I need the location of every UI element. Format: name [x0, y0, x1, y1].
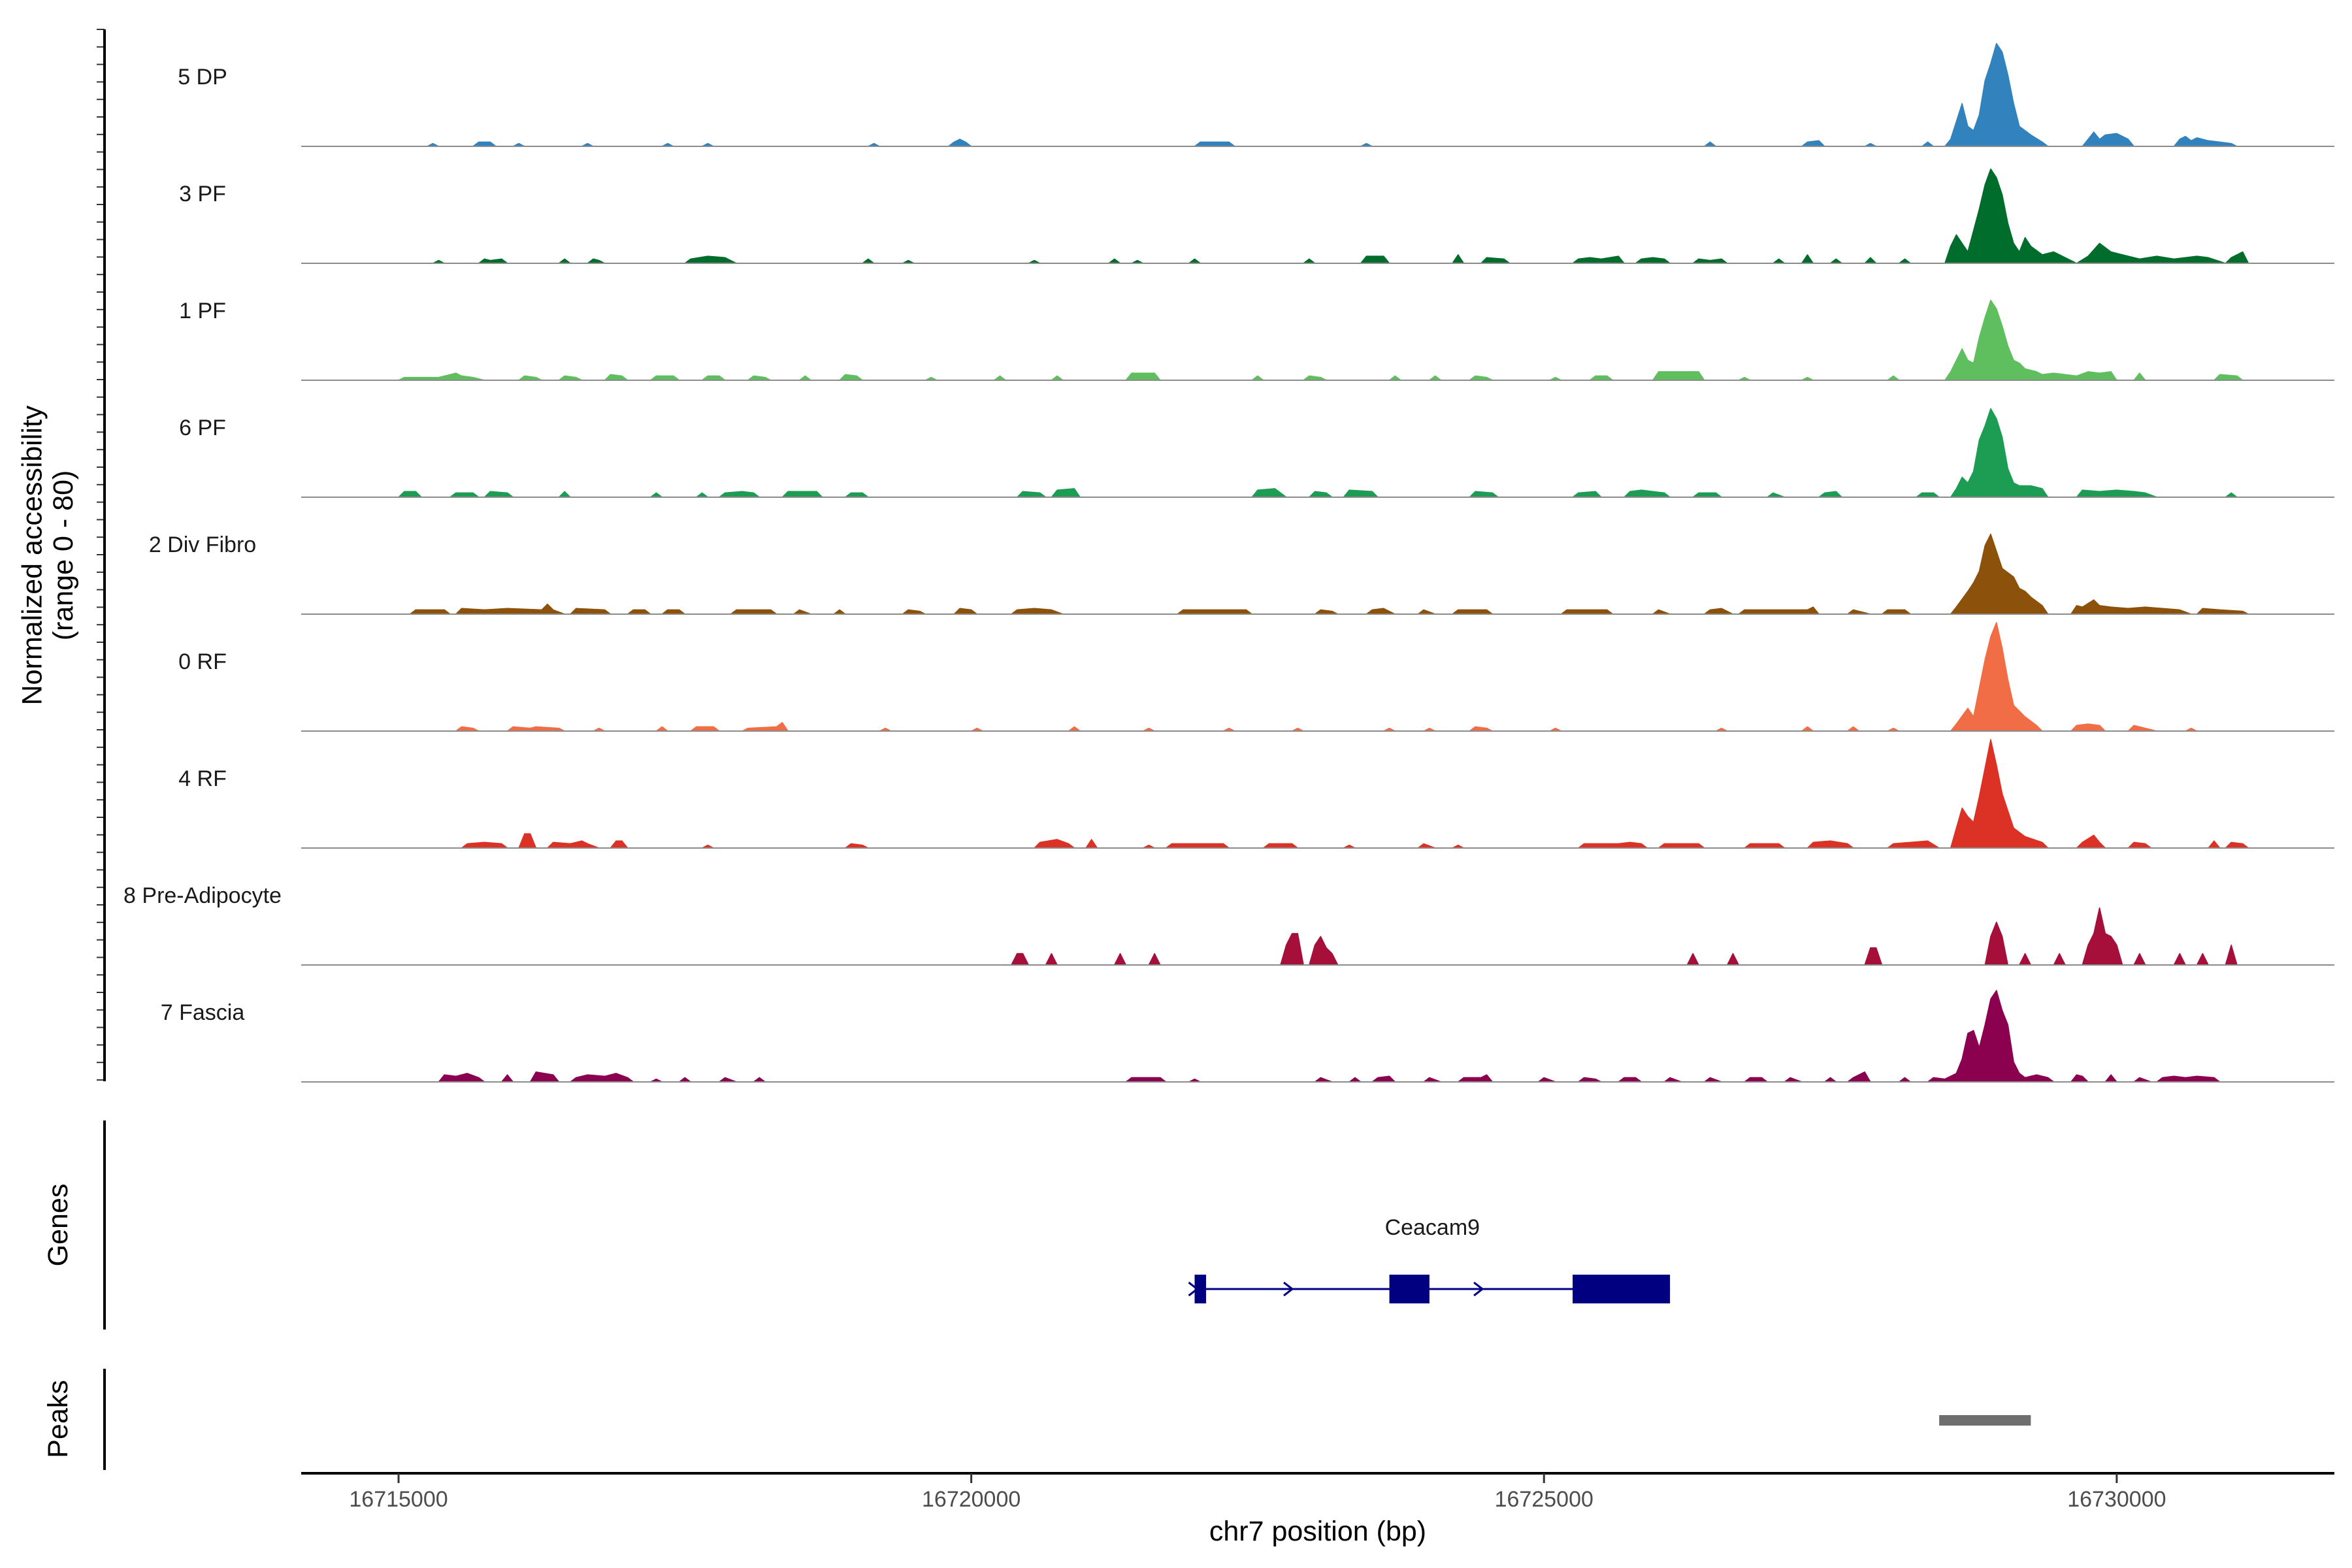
accessibility-area: [398, 299, 2244, 381]
track-label: 0 RF: [178, 649, 227, 674]
track-8-pre-adipocyte: 8 Pre-Adipocyte: [123, 883, 2334, 966]
gene-track: Ceacam9: [1188, 1215, 1671, 1303]
track-label: 2 Div Fibro: [149, 532, 256, 557]
gene-ceacam9: Ceacam9: [1188, 1215, 1671, 1303]
x-tick-label: 16715000: [349, 1487, 448, 1512]
gene-exon: [1389, 1275, 1429, 1303]
x-axis-title: chr7 position (bp): [1209, 1516, 1426, 1547]
gene-exon: [1573, 1275, 1671, 1303]
accessibility-area: [398, 408, 2238, 498]
accessibility-area: [438, 990, 2221, 1083]
track-label: 6 PF: [179, 416, 226, 440]
track-0-rf: 0 RF: [178, 622, 2334, 732]
track-1-pf: 1 PF: [179, 299, 2334, 381]
track-3-pf: 3 PF: [179, 168, 2334, 264]
accessibility-area: [398, 42, 2238, 147]
peak-region: [1939, 1415, 2031, 1426]
track-label: 3 PF: [179, 182, 226, 206]
x-tick-label: 16725000: [1495, 1487, 1593, 1512]
x-tick-label: 16720000: [922, 1487, 1021, 1512]
x-tick-label: 16730000: [2067, 1487, 2166, 1512]
track-6-pf: 6 PF: [179, 408, 2334, 498]
track-label: 4 RF: [178, 766, 227, 791]
accessibility-area: [461, 739, 2249, 849]
y-axis-title: Normalized accessibility(range 0 - 80): [17, 405, 79, 705]
track-7-fascia: 7 Fascia: [161, 990, 2334, 1083]
track-4-rf: 4 RF: [178, 739, 2334, 849]
strand-arrow: [1283, 1281, 1294, 1297]
track-label: 8 Pre-Adipocyte: [123, 883, 282, 908]
track-5-dp: 5 DP: [178, 42, 2334, 147]
x-axis-ticks: 16715000 16720000 16725000 16730000: [349, 1473, 2166, 1512]
accessibility-tracks: 5 DP 3 PF 1 PF 6 PF 2 Div Fibro 0 RF 4 RF 8 Pre…: [123, 42, 2334, 1083]
accessibility-area: [409, 533, 2249, 615]
peak-track: [1939, 1415, 2031, 1426]
genes-panel-label: Genes: [42, 1184, 74, 1267]
track-label: 7 Fascia: [161, 1000, 245, 1025]
track-label: 5 DP: [178, 65, 227, 90]
strand-arrow: [1473, 1281, 1484, 1297]
accessibility-area: [398, 168, 2249, 264]
accessibility-area: [455, 622, 2198, 732]
peaks-panel-label: Peaks: [42, 1380, 74, 1458]
accessibility-area: [1011, 907, 2238, 966]
track-label: 1 PF: [179, 299, 226, 323]
gene-name-label: Ceacam9: [1385, 1215, 1480, 1240]
gene-exon: [1194, 1275, 1207, 1303]
track-2-div-fibro: 2 Div Fibro: [149, 532, 2334, 615]
